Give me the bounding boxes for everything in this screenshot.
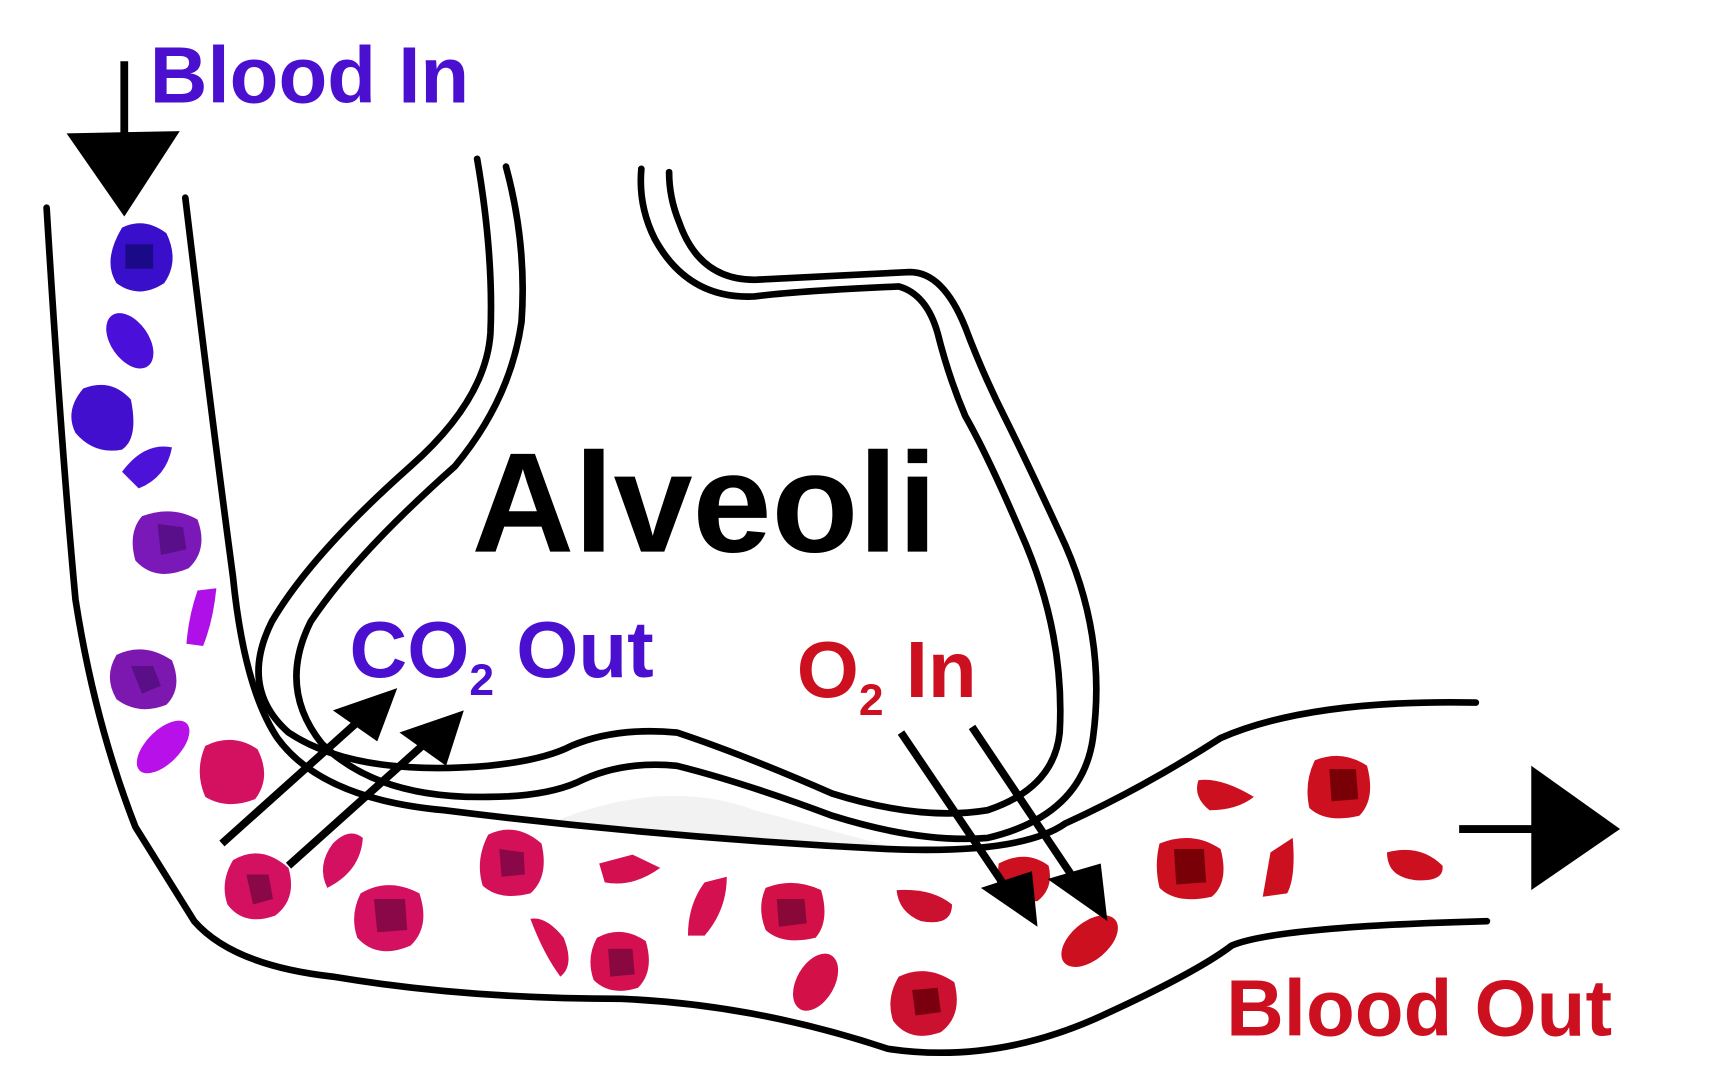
arrows (66, 61, 1621, 927)
co2-arrow-head (399, 710, 464, 766)
vessel-outer-wall (43, 204, 1491, 1057)
o2-main: O (797, 625, 859, 714)
cell (136, 720, 190, 774)
cell (71, 384, 134, 451)
cell-nucleus (499, 849, 525, 877)
cell (687, 876, 727, 936)
membrane (443, 795, 888, 848)
o2-rest: In (884, 625, 977, 714)
cell-nucleus (373, 898, 408, 933)
cell (793, 953, 839, 1011)
cell (1262, 837, 1294, 897)
cell-nucleus (1329, 769, 1359, 802)
cell-nucleus (608, 948, 635, 977)
blood-out-label: Blood Out (1226, 963, 1612, 1052)
co2-arrow-shaft (285, 738, 430, 869)
cell-nucleus (130, 665, 161, 694)
cell-nucleus (776, 898, 807, 927)
alveolus-wall-inner (255, 155, 1064, 817)
cell (186, 588, 217, 646)
o2-sub: 2 (859, 676, 884, 725)
cell (122, 446, 172, 489)
cell (599, 854, 661, 884)
o2-arrow-head (1047, 863, 1108, 922)
cell (1061, 915, 1118, 967)
co2-arrow-head (332, 688, 398, 742)
alveolus-wall-outer (293, 163, 1100, 843)
cell-nucleus (912, 987, 941, 1016)
arrow-in-head (66, 131, 180, 217)
co2-arrow-shaft (219, 716, 364, 847)
vessel-inner-wall (181, 194, 1480, 854)
cell (1387, 849, 1443, 881)
cell (1196, 779, 1254, 811)
arrow-out-head (1531, 765, 1621, 891)
cell (322, 833, 363, 888)
cell (199, 739, 265, 805)
cell-nucleus (157, 523, 187, 555)
cell-nucleus (125, 244, 154, 269)
cell-nucleus (1173, 849, 1207, 885)
blood-in-label: Blood In (150, 30, 469, 119)
co2-sub: 2 (469, 656, 494, 705)
o2-in-label: O2 In (797, 625, 977, 725)
cell-nucleus (246, 874, 273, 905)
o2-arrow-shaft (968, 724, 1080, 885)
o2-arrow-head (980, 871, 1038, 927)
cell (896, 889, 953, 923)
co2-out-label: CO2 Out (350, 605, 654, 705)
co2-main: CO (350, 605, 470, 694)
blood-cells (71, 223, 1443, 1036)
cell (106, 313, 154, 369)
o2-arrow-shaft (897, 730, 1013, 896)
cell (530, 918, 569, 977)
alveoli-label: Alveoli (472, 424, 938, 583)
co2-rest: Out (494, 605, 654, 694)
